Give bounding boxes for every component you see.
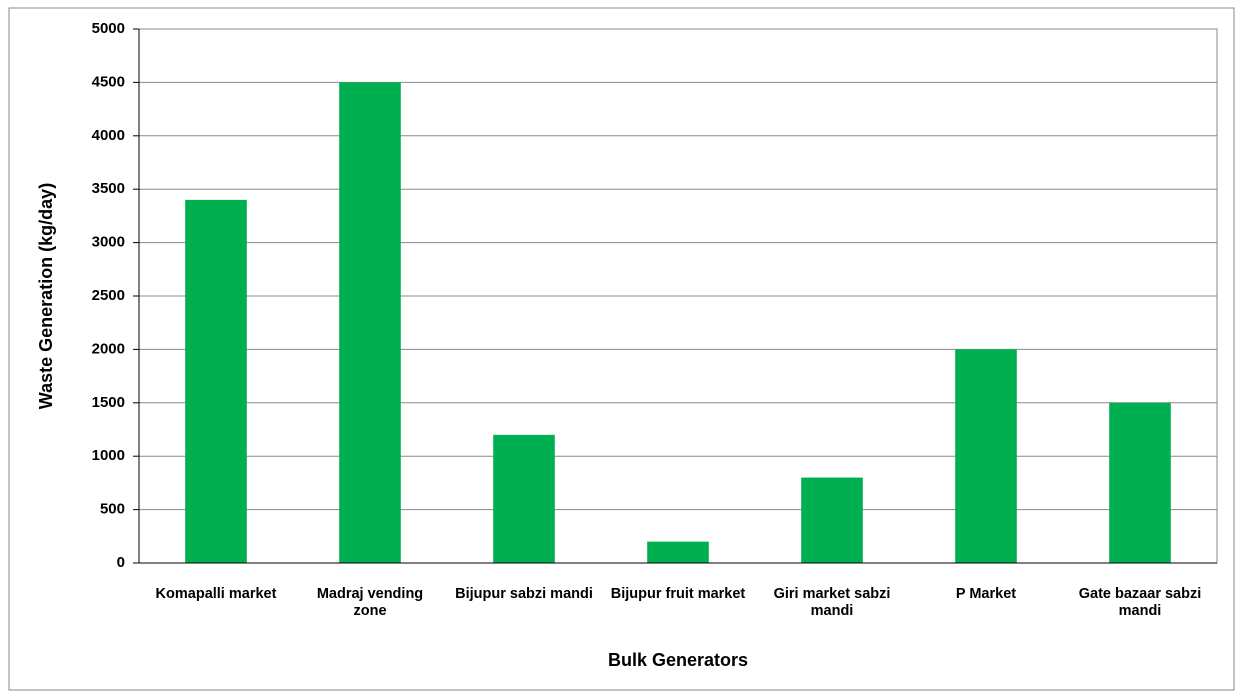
bar	[1109, 402, 1171, 563]
y-tick-label: 0	[117, 554, 125, 571]
bar	[955, 349, 1017, 563]
x-tick-label: Bijupur fruit market	[610, 586, 746, 602]
y-tick-label: 1500	[92, 394, 125, 411]
x-tick-label: Gate bazaar sabzi mandi	[1078, 586, 1202, 619]
bar	[647, 541, 709, 563]
y-tick-label: 2500	[92, 287, 125, 304]
x-tick-label: Giri market sabzi mandi	[773, 586, 891, 619]
x-tick-label: Madraj vending zone	[316, 586, 424, 619]
bar	[801, 477, 863, 563]
x-tick-label: Komapalli market	[155, 586, 277, 602]
x-axis-title: Bulk Generators	[608, 650, 748, 670]
x-tick-label: P Market	[955, 586, 1017, 602]
y-tick-label: 4000	[92, 127, 125, 144]
y-tick-label: 500	[100, 501, 125, 518]
y-tick-label: 4500	[92, 73, 125, 90]
y-axis-title: Waste Generation (kg/day)	[36, 183, 56, 409]
y-tick-label: 3000	[92, 234, 125, 251]
y-tick-label: 1000	[92, 447, 125, 464]
bar	[493, 434, 555, 563]
bar	[185, 199, 247, 563]
y-tick-label: 5000	[92, 20, 125, 37]
y-tick-label: 3500	[92, 180, 125, 197]
x-tick-label: Bijupur sabzi mandi	[455, 586, 593, 602]
bar	[339, 82, 401, 564]
y-tick-label: 2000	[92, 340, 125, 357]
